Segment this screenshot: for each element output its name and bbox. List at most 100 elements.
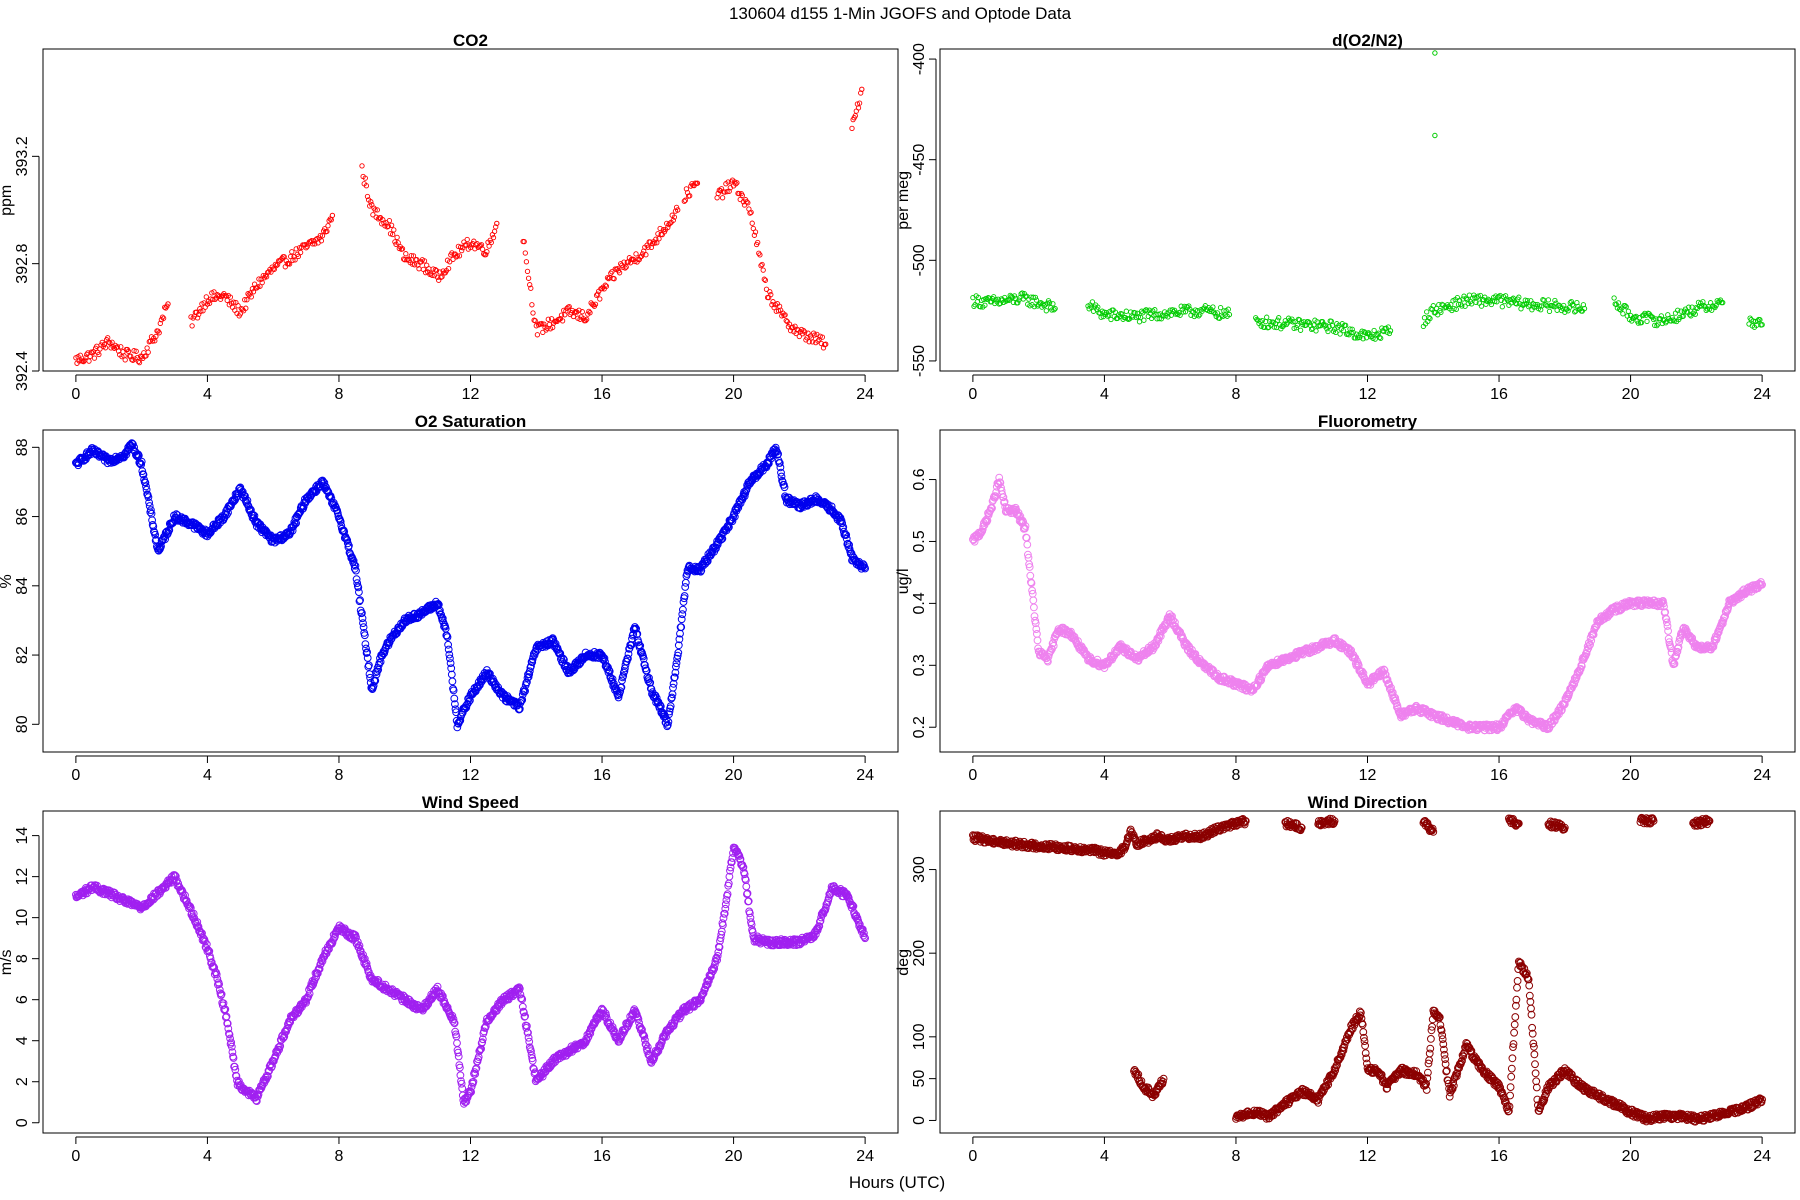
data-point: [844, 539, 852, 548]
data-point: [450, 256, 456, 263]
data-point: [1214, 310, 1220, 316]
data-point: [1546, 308, 1553, 315]
data-point: [319, 233, 326, 239]
data-point: [80, 456, 88, 465]
data-point: [679, 605, 687, 614]
data-point: [363, 654, 372, 662]
data-point: [680, 592, 689, 600]
data-point: [281, 254, 287, 260]
data-point: [777, 472, 786, 481]
data-point: [1146, 307, 1153, 313]
data-point: [231, 299, 237, 305]
data-point: [137, 457, 146, 466]
data-point: [336, 517, 345, 526]
outlier-point: [1432, 50, 1438, 56]
x-tick-label: 8: [1232, 386, 1241, 403]
data-point: [1141, 317, 1147, 323]
y-axis-label: ppm: [0, 185, 15, 216]
data-point: [1308, 326, 1315, 333]
data-point: [666, 702, 675, 710]
data-point: [189, 323, 195, 329]
data-point: [1720, 299, 1726, 306]
data-point: [1050, 301, 1056, 307]
x-tick-label: 8: [1232, 767, 1241, 784]
data-point: [1459, 303, 1465, 309]
data-point: [1217, 304, 1224, 311]
series-points: [73, 86, 865, 366]
data-point: [255, 284, 261, 290]
data-point: [757, 252, 763, 258]
x-tick-label: 12: [462, 767, 480, 784]
data-point: [1256, 677, 1265, 685]
data-point: [106, 339, 112, 345]
data-point: [364, 193, 371, 200]
data-point: [548, 316, 555, 322]
data-point: [359, 619, 367, 627]
data-point: [133, 348, 139, 354]
panel-title: O2 Saturation: [415, 412, 526, 431]
data-point: [149, 338, 156, 344]
data-point: [1026, 571, 1035, 580]
data-point: [153, 333, 159, 340]
panel-title: d(O2/N2): [1332, 31, 1403, 50]
data-point: [141, 478, 150, 487]
data-point: [999, 493, 1008, 502]
data-point: [768, 291, 774, 298]
data-point: [645, 674, 653, 682]
data-point: [1644, 318, 1650, 325]
y-tick-label: 0.2: [911, 716, 928, 738]
data-point: [719, 195, 726, 201]
data-point: [681, 578, 690, 587]
data-point: [368, 199, 374, 205]
data-point: [1136, 319, 1143, 325]
data-point: [802, 329, 808, 335]
data-point: [1107, 651, 1115, 660]
data-point: [1274, 317, 1281, 323]
y-tick-label: -550: [911, 345, 928, 377]
data-point: [248, 294, 254, 300]
data-point: [656, 236, 662, 242]
data-point: [245, 291, 251, 297]
data-point: [198, 308, 204, 314]
data-point: [674, 648, 683, 657]
data-point: [386, 217, 393, 224]
data-point: [210, 296, 216, 302]
data-point: [410, 253, 417, 259]
data-point: [355, 588, 363, 596]
data-point: [1566, 305, 1572, 311]
data-point: [982, 302, 988, 308]
data-point: [745, 200, 751, 206]
data-point: [1478, 303, 1485, 309]
data-point: [257, 283, 263, 289]
data-point: [1112, 309, 1119, 315]
data-point: [996, 478, 1005, 487]
data-point: [1326, 323, 1332, 330]
data-point: [1267, 318, 1273, 325]
data-point: [128, 353, 134, 359]
data-point: [1089, 299, 1096, 305]
data-point: [1192, 307, 1199, 313]
data-point: [324, 488, 333, 497]
data-point: [1652, 322, 1658, 329]
data-point: [1033, 630, 1041, 638]
data-point: [759, 261, 765, 268]
data-point: [451, 700, 459, 708]
data-point: [1156, 315, 1162, 322]
panel-title: Fluorometry: [1318, 412, 1418, 431]
data-point: [411, 262, 418, 268]
data-point: [295, 253, 302, 260]
data-point: [602, 282, 608, 288]
y-tick-label: 12: [14, 868, 31, 886]
data-point: [530, 310, 536, 316]
data-point: [1226, 311, 1233, 318]
data-point: [1290, 319, 1296, 325]
data-point: [975, 294, 982, 301]
data-point: [235, 303, 241, 309]
data-point: [1021, 522, 1030, 530]
data-point: [1189, 308, 1195, 314]
data-point: [978, 525, 987, 533]
y-axis-label: per meg: [895, 171, 912, 230]
data-point: [733, 181, 739, 187]
data-point: [995, 473, 1004, 482]
data-point: [1629, 318, 1635, 324]
